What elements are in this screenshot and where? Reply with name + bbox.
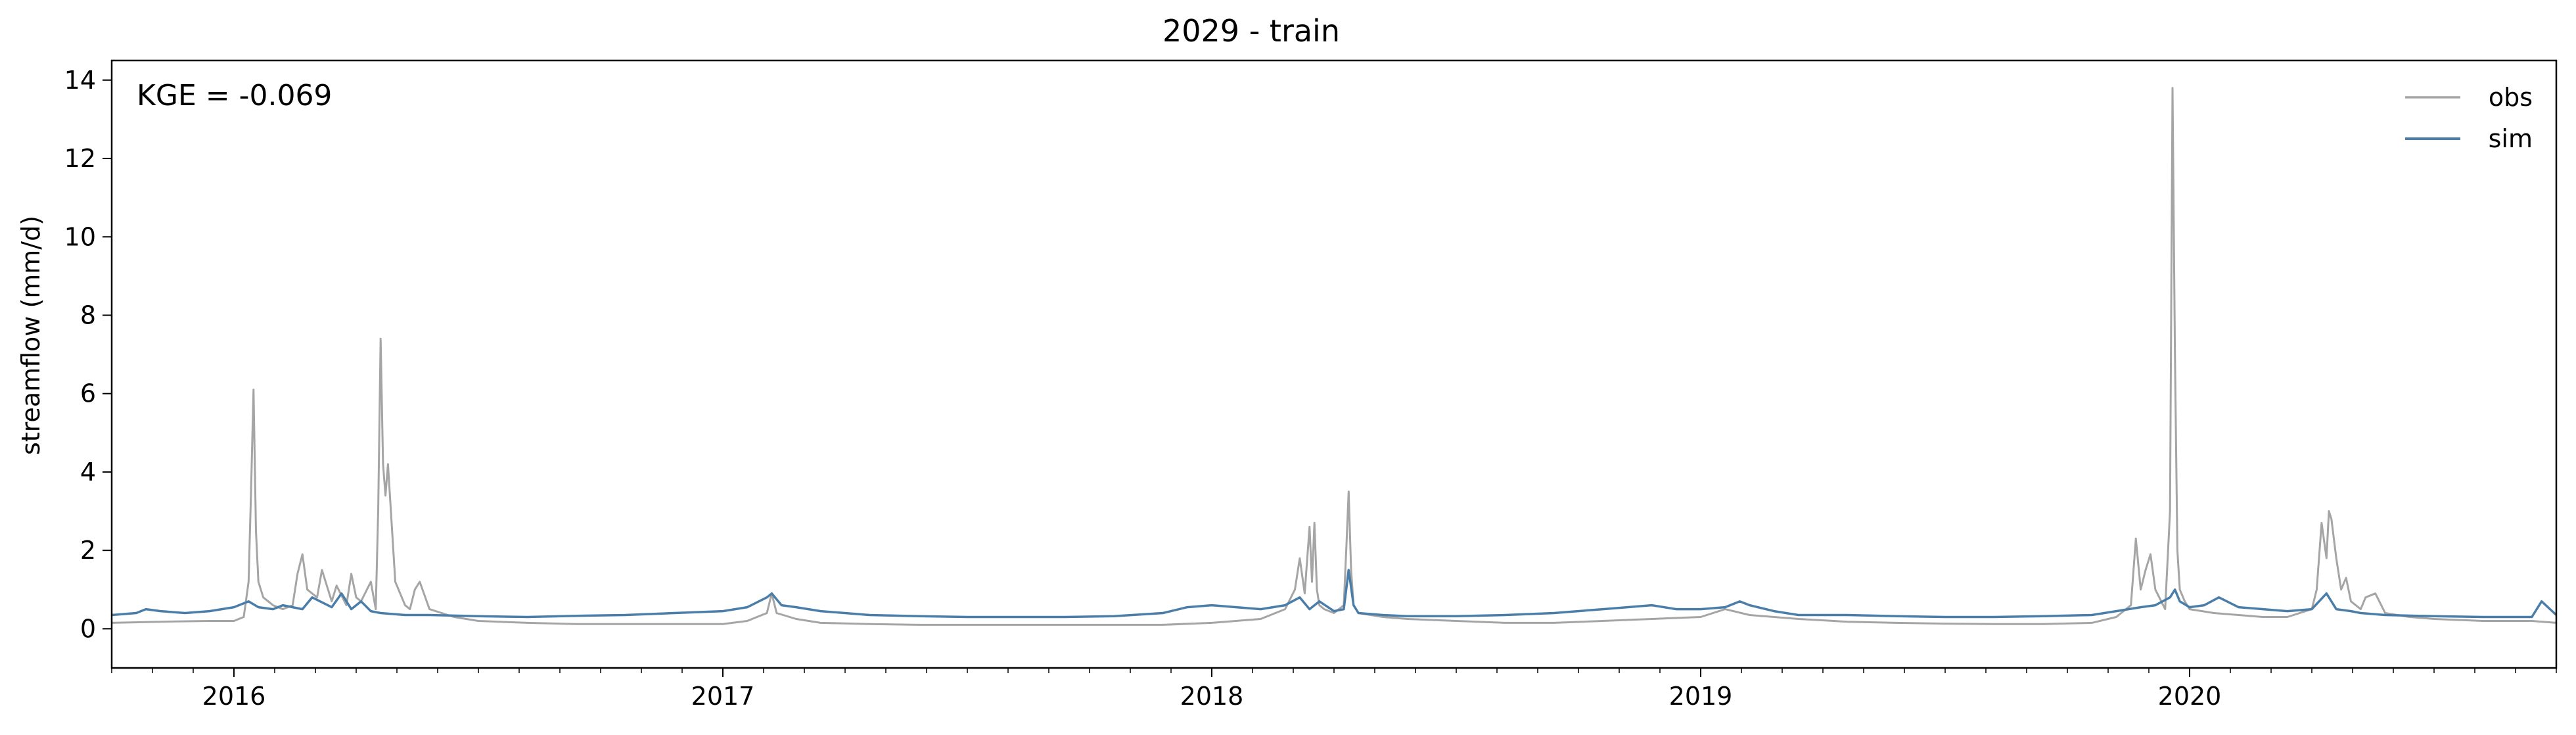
y-tick-label: 0 [80, 614, 96, 643]
y-tick-label: 10 [64, 222, 96, 251]
y-tick-label: 6 [80, 379, 96, 408]
y-tick-label: 2 [80, 536, 96, 565]
y-tick-label: 8 [80, 300, 96, 329]
y-tick-label: 4 [80, 458, 96, 486]
series-layer [111, 87, 2558, 626]
y-axis-label: streamflow (mm/d) [16, 216, 45, 455]
x-tick-label: 2019 [1669, 682, 1733, 711]
ticks-layer: 0 2 4 6 8 10 12 14 2016 2017 2018 2019 2020 [64, 66, 2557, 711]
series-line-sim [111, 569, 2558, 619]
series-line-obs [111, 87, 2557, 626]
x-tick-label: 2017 [691, 682, 755, 711]
kge-annotation: KGE = -0.069 [137, 79, 332, 112]
y-tick-label: 14 [64, 66, 96, 95]
chart-title: 2029 - train [1162, 13, 1340, 49]
legend-sim-label: sim [2489, 124, 2533, 153]
x-tick-label: 2018 [1180, 682, 1244, 711]
legend-obs-label: obs [2489, 83, 2533, 112]
plot-frame [110, 59, 2558, 669]
x-tick-label: 2016 [202, 682, 266, 711]
legend: obs sim [2405, 83, 2533, 153]
x-tick-label: 2020 [2158, 682, 2222, 711]
y-tick-label: 12 [64, 144, 96, 173]
